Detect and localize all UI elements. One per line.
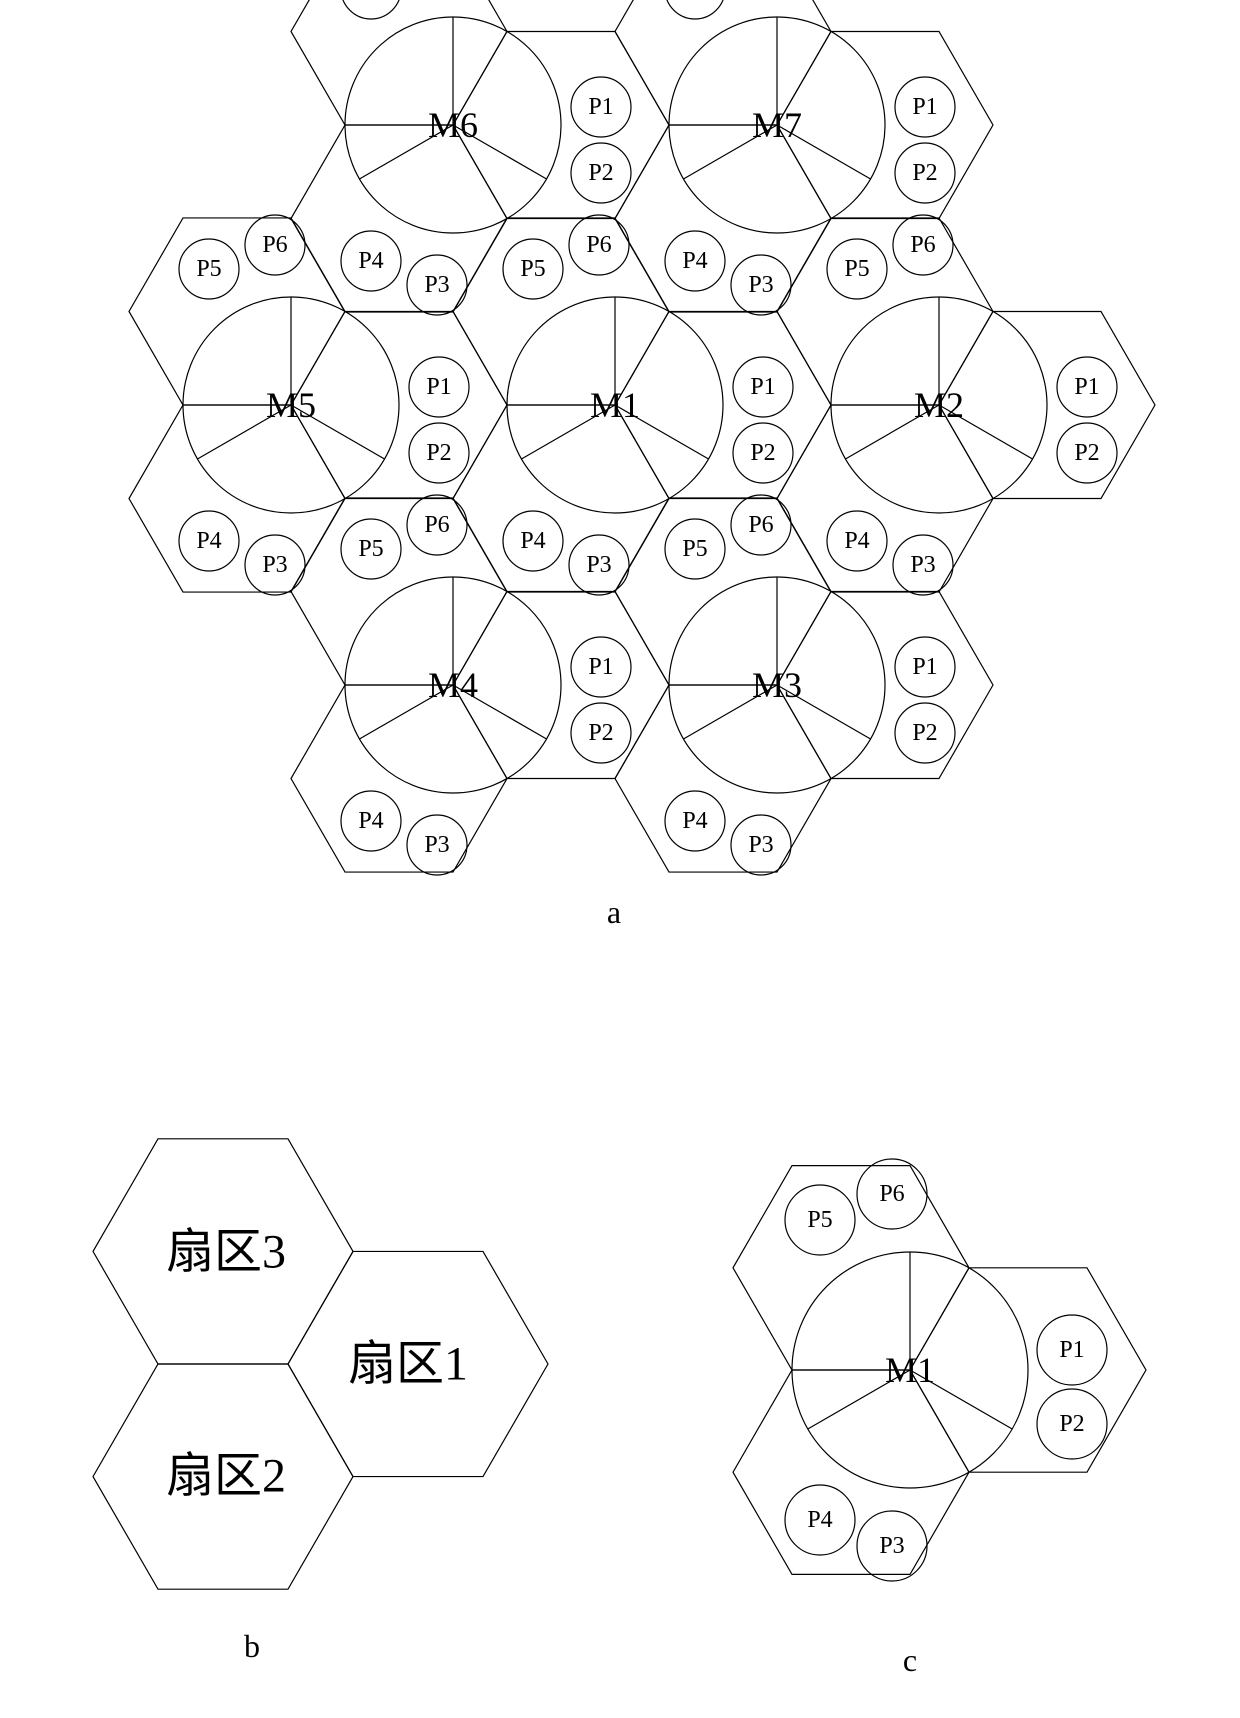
p-label: P5 [358, 0, 383, 2]
figure-a: M1 P1 P2 P3 P4 P5 P6 M2 P1 P2 P3 P4 P5 P6 M3 P1 P2 P3 P4 P5… [129, 0, 1155, 875]
p-label: P3 [910, 552, 935, 578]
p-label: P6 [262, 232, 287, 258]
p-label: P3 [424, 272, 449, 298]
p-label: P1 [1074, 374, 1099, 400]
p-label: P4 [844, 528, 869, 554]
figure-b: 扇区1 扇区2 扇区3 [93, 1139, 548, 1589]
p-label: P6 [879, 1181, 904, 1207]
p-label: P1 [588, 654, 613, 680]
p-label: P3 [586, 552, 611, 578]
p-label: P4 [682, 808, 707, 834]
macro-label: M1 [885, 1350, 935, 1390]
p-label: P3 [262, 552, 287, 578]
p-label: P5 [844, 256, 869, 282]
sector-label: 扇区3 [166, 1226, 286, 1279]
p-label: P4 [520, 528, 545, 554]
p-label: P2 [1059, 1411, 1084, 1437]
p-label: P1 [912, 94, 937, 120]
figure-c-label: c [903, 1642, 917, 1678]
p-label: P2 [588, 720, 613, 746]
p-label: P3 [748, 832, 773, 858]
p-label: P3 [424, 832, 449, 858]
p-label: P4 [358, 808, 383, 834]
sector-label: 扇区1 [348, 1338, 468, 1391]
p-label: P2 [912, 720, 937, 746]
macro-label: M5 [266, 385, 316, 425]
macro-label: M3 [752, 665, 802, 705]
p-label: P1 [588, 94, 613, 120]
p-label: P1 [426, 374, 451, 400]
p-label: P3 [748, 272, 773, 298]
p-label: P2 [912, 160, 937, 186]
p-circle [665, 0, 725, 19]
p-label: P5 [520, 256, 545, 282]
p-label: P5 [682, 536, 707, 562]
macro-label: M4 [428, 665, 478, 705]
p-label: P6 [748, 512, 773, 538]
p-label: P2 [1074, 440, 1099, 466]
diagram-root: M1 P1 P2 P3 P4 P5 P6 M2 P1 P2 P3 P4 P5 P6 M3 P1 P2 P3 P4 P5… [0, 0, 1240, 1718]
macro-label: M6 [428, 105, 478, 145]
p-label: P4 [682, 248, 707, 274]
p-label: P2 [426, 440, 451, 466]
sector-label: 扇区2 [166, 1450, 286, 1503]
figure-c: M1 P1 P2 P3 P4 P5 P6 [733, 1159, 1146, 1581]
p-label: P1 [1059, 1337, 1084, 1363]
p-label: P5 [682, 0, 707, 2]
p-label: P6 [910, 232, 935, 258]
p-label: P4 [807, 1507, 832, 1533]
macro-label: M1 [590, 385, 640, 425]
p-label: P4 [196, 528, 221, 554]
figure-b-label: b [244, 1628, 260, 1664]
p-circle [341, 0, 401, 19]
p-label: P4 [358, 248, 383, 274]
p-label: P1 [750, 374, 775, 400]
p-label: P6 [424, 512, 449, 538]
p-label: P2 [750, 440, 775, 466]
macro-label: M7 [752, 105, 802, 145]
figure-a-label: a [607, 894, 621, 930]
p-label: P2 [588, 160, 613, 186]
p-label: P5 [358, 536, 383, 562]
p-label: P5 [807, 1207, 832, 1233]
macro-label: M2 [914, 385, 964, 425]
p-label: P5 [196, 256, 221, 282]
p-label: P3 [879, 1533, 904, 1559]
p-label: P6 [586, 232, 611, 258]
p-label: P1 [912, 654, 937, 680]
